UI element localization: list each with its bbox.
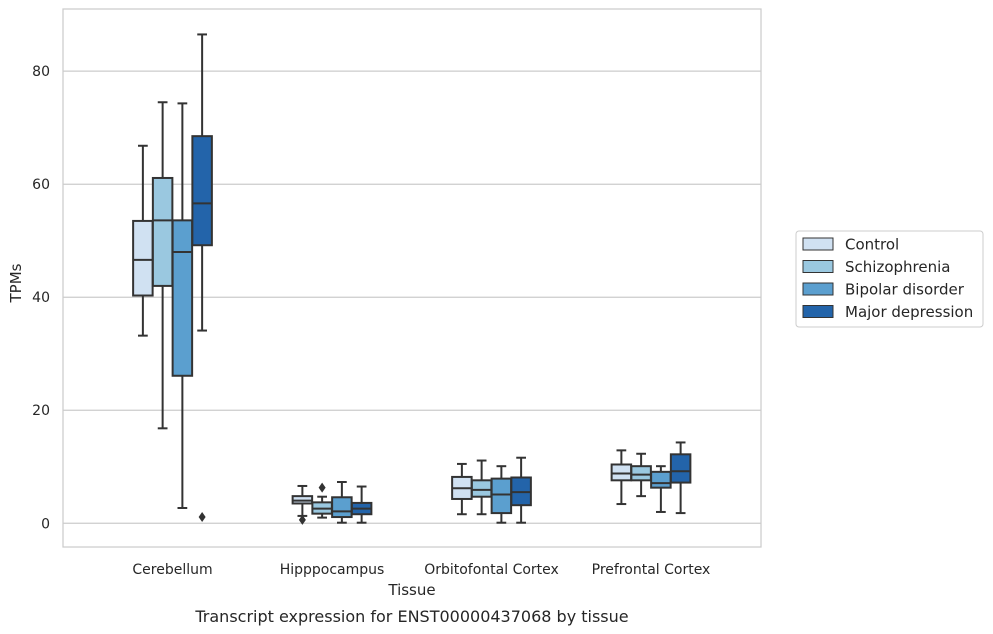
x-tick-label: Cerebellum bbox=[132, 562, 212, 578]
y-tick-label: 60 bbox=[32, 177, 50, 193]
box bbox=[630, 452, 652, 498]
box bbox=[291, 484, 314, 525]
box bbox=[151, 101, 174, 430]
box bbox=[610, 449, 633, 506]
legend-frame bbox=[795, 230, 984, 328]
box bbox=[171, 102, 194, 510]
legend-swatch bbox=[802, 237, 834, 251]
box bbox=[311, 482, 333, 519]
box-body bbox=[650, 470, 672, 489]
box bbox=[451, 462, 473, 516]
legend-label: Control bbox=[845, 236, 899, 254]
legend-swatch bbox=[802, 260, 834, 273]
x-axis-label: Tissue bbox=[387, 581, 435, 599]
box bbox=[350, 485, 373, 524]
x-tick-labels: Cerebellum Hipppocampus Orbitofontal Corte… bbox=[132, 562, 710, 578]
box-body bbox=[132, 219, 154, 297]
box bbox=[669, 441, 692, 515]
legend-label: Schizophrenia bbox=[845, 258, 950, 276]
legend-label: Major depression bbox=[845, 303, 973, 321]
box-body bbox=[191, 135, 213, 247]
box-body bbox=[610, 463, 633, 482]
box bbox=[650, 465, 672, 513]
outlier-point bbox=[298, 514, 306, 525]
y-tick-label: 40 bbox=[32, 290, 50, 306]
box bbox=[470, 459, 493, 516]
series-schizophrenia bbox=[151, 101, 652, 519]
legend: Control Schizophrenia Bipolar disorder Majo… bbox=[795, 230, 984, 328]
outlier-point bbox=[198, 512, 206, 523]
box bbox=[490, 465, 513, 524]
box bbox=[191, 33, 213, 523]
box-body bbox=[470, 479, 493, 498]
series-bipolar-disorder bbox=[171, 102, 672, 524]
box-body bbox=[171, 219, 194, 377]
box bbox=[510, 456, 532, 524]
legend-swatch bbox=[802, 282, 834, 296]
box-body bbox=[331, 496, 353, 519]
legend-item: Bipolar disorder bbox=[802, 281, 965, 299]
legend-swatch bbox=[802, 305, 834, 318]
series-major-depression bbox=[191, 33, 692, 524]
legend-label: Bipolar disorder bbox=[845, 281, 965, 299]
grid-lines bbox=[63, 70, 761, 524]
y-axis-label: TPMs bbox=[7, 263, 25, 303]
box-body bbox=[151, 176, 174, 287]
y-tick-label: 0 bbox=[41, 516, 50, 532]
box-body bbox=[669, 453, 692, 484]
box bbox=[331, 481, 353, 524]
chart-caption: Transcript expression for ENST0000043706… bbox=[194, 607, 628, 626]
y-tick-label: 80 bbox=[32, 64, 50, 80]
legend-item: Control bbox=[802, 236, 899, 254]
outlier-point bbox=[318, 482, 326, 493]
x-tick-label: Prefrontal Cortex bbox=[592, 562, 711, 578]
y-tick-labels: 0 20 40 60 80 bbox=[32, 64, 50, 532]
legend-item: Major depression bbox=[802, 303, 973, 321]
box-groups bbox=[132, 33, 692, 525]
y-tick-label: 20 bbox=[32, 403, 50, 419]
x-tick-label: Orbitofontal Cortex bbox=[424, 562, 559, 578]
box bbox=[132, 144, 154, 337]
box-body bbox=[630, 465, 652, 482]
box-body bbox=[490, 477, 513, 515]
plot-area-frame bbox=[62, 8, 762, 548]
legend-item: Schizophrenia bbox=[802, 258, 950, 276]
x-tick-label: Hipppocampus bbox=[280, 562, 385, 578]
